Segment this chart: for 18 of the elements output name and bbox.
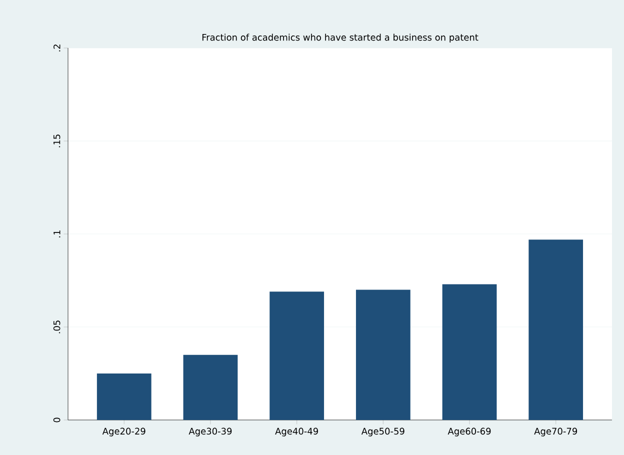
bar [183, 354, 238, 420]
y-tick-label: 0 [53, 418, 60, 422]
chart-title: Fraction of academics who have started a business on patent [202, 34, 478, 42]
bar [356, 290, 410, 420]
bar [96, 373, 152, 420]
y-tick-label: .2 [54, 44, 60, 52]
y-tick-label: .15 [54, 134, 60, 148]
y-tick-label: .1 [54, 230, 60, 238]
x-tick-label: Age70-79 [534, 428, 578, 436]
bar [442, 284, 497, 420]
x-tick-label: Age50-59 [361, 428, 404, 436]
bar [528, 240, 584, 420]
x-tick-label: Age20-29 [102, 428, 146, 436]
x-tick-label: Age60-69 [448, 428, 491, 436]
x-tick-label: Age40-49 [275, 428, 318, 436]
x-tick-label: Age30-39 [188, 428, 232, 436]
y-tick-label: .05 [53, 320, 60, 334]
bar [270, 292, 324, 420]
